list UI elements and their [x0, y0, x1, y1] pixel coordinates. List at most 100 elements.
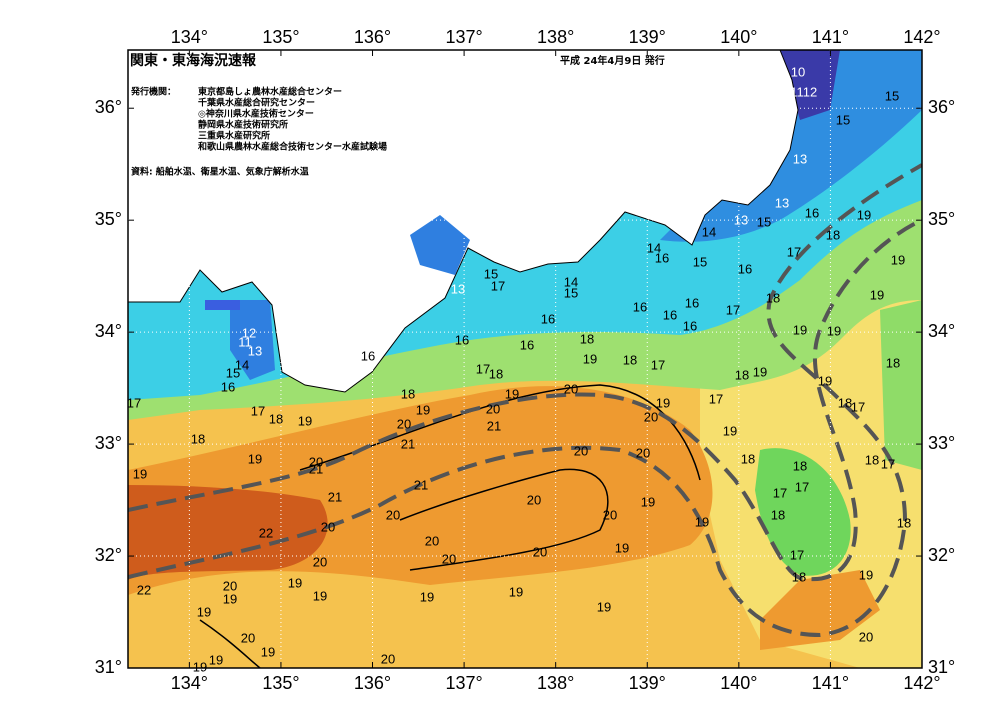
contour-label: 20	[241, 630, 255, 645]
contour-label: 18	[735, 367, 749, 382]
x-tick-label: 142°	[903, 27, 940, 47]
contour-label: 13	[734, 212, 748, 227]
contour-label: 19	[261, 644, 275, 659]
contour-label: 19	[209, 652, 223, 667]
contour-label: 18	[771, 507, 785, 522]
contour-label: 21	[401, 436, 415, 451]
contour-label: 15	[484, 266, 498, 281]
contour-label: 20	[636, 445, 650, 460]
green-water	[880, 300, 922, 470]
contour-label: 20	[381, 651, 395, 666]
contour-label: 15	[226, 365, 240, 380]
contour-label: 19	[288, 575, 302, 590]
x-tick-label: 139°	[629, 27, 666, 47]
contour-label: 15	[885, 88, 899, 103]
x-tick-label: 141°	[812, 27, 849, 47]
current-axis	[128, 163, 922, 638]
contour-label: 14	[564, 274, 578, 289]
contour-label: 18	[741, 451, 755, 466]
contour-label: 19	[223, 591, 237, 606]
x-tick-label: 137°	[445, 27, 482, 47]
y-tick-label: 31°	[95, 657, 122, 677]
y-tick-label: 34°	[928, 321, 955, 341]
contour-label: 15	[564, 285, 578, 300]
contour-label: 19	[891, 252, 905, 267]
contour-label: 17	[787, 244, 801, 259]
contour-label: 17	[790, 547, 804, 562]
contour-label: 16	[520, 337, 534, 352]
contour-label: 19	[416, 402, 430, 417]
contour-label: 16	[663, 307, 677, 322]
x-tick-label: 136°	[354, 27, 391, 47]
contour-label: 18	[401, 386, 415, 401]
issue-date: 平成 24年4月9日 発行	[560, 54, 665, 67]
contour-label: 15	[836, 112, 850, 127]
data-source: 資料: 船舶水温、衛星水温、気象庁解析水温	[131, 166, 309, 178]
contour-label: 13	[775, 195, 789, 210]
contour-label: 19	[298, 413, 312, 428]
contour-label: 18	[897, 515, 911, 530]
contour-label: 20	[442, 551, 456, 566]
contour-label: 14	[647, 240, 661, 255]
contour-label: 13	[451, 281, 465, 296]
contour-label: 14	[235, 357, 249, 372]
contour-label: 18	[793, 458, 807, 473]
x-tick-label: 134°	[171, 27, 208, 47]
contour-label: 16	[805, 205, 819, 220]
contour-label: 21	[309, 461, 323, 476]
contour-label: 20	[309, 454, 323, 469]
y-tick-label: 35°	[95, 209, 122, 229]
y-tick-label: 32°	[928, 545, 955, 565]
contour-label: 20	[859, 629, 873, 644]
contour-label: 18	[489, 366, 503, 381]
contour-label: 17	[726, 302, 740, 317]
y-tick-label: 32°	[95, 545, 122, 565]
y-tick-label: 36°	[928, 97, 955, 117]
contour-label: 18	[623, 352, 637, 367]
contour-label: 12	[242, 325, 256, 340]
contour-label: 19	[723, 423, 737, 438]
publisher: 和歌山県農林水産総合技術センター水産試験場	[197, 141, 387, 153]
contour-label: 17	[851, 399, 865, 414]
contour-label: 19	[509, 584, 523, 599]
contour-label: 17	[881, 456, 895, 471]
contour-label: 22	[259, 525, 273, 540]
contour-label: 20	[223, 578, 237, 593]
contour-label: 16	[361, 348, 375, 363]
contour-label: 18	[191, 431, 205, 446]
contour-label: 11	[238, 334, 252, 349]
contour-label: 19	[793, 322, 807, 337]
contour-label: 18	[269, 411, 283, 426]
contour-label: 19	[505, 386, 519, 401]
contour-label: 17	[651, 357, 665, 372]
contour-label: 20	[313, 554, 327, 569]
y-tick-label: 33°	[95, 433, 122, 453]
contour-label: 19	[859, 567, 873, 582]
contour-label: 19	[641, 494, 655, 509]
contour-label: 19	[313, 588, 327, 603]
contour-label: 15	[757, 214, 771, 229]
map-frame	[127, 49, 923, 669]
contour-label: 20	[397, 416, 411, 431]
title: 関東・東海海況速報	[130, 52, 257, 69]
contour-label: 19	[615, 540, 629, 555]
contour-label: 16	[683, 318, 697, 333]
bay-water	[230, 300, 275, 380]
contour-label: 18	[580, 331, 594, 346]
contour-label: 19	[420, 589, 434, 604]
contour-label: 22	[137, 582, 151, 597]
contour-label: 19	[857, 207, 871, 222]
contour-label: 17	[773, 485, 787, 500]
contour-label: 20	[603, 507, 617, 522]
contour-label: 19	[597, 599, 611, 614]
contour-label: 16	[685, 295, 699, 310]
bay-water	[205, 300, 240, 310]
contour-label: 13	[793, 151, 807, 166]
contour-label: 18	[792, 569, 806, 584]
y-tick-label: 31°	[928, 657, 955, 677]
publisher: 東京都島しょ農林水産総合センター	[198, 86, 342, 98]
x-tick-label: 134°	[171, 673, 208, 693]
contour-label: 17	[491, 278, 505, 293]
